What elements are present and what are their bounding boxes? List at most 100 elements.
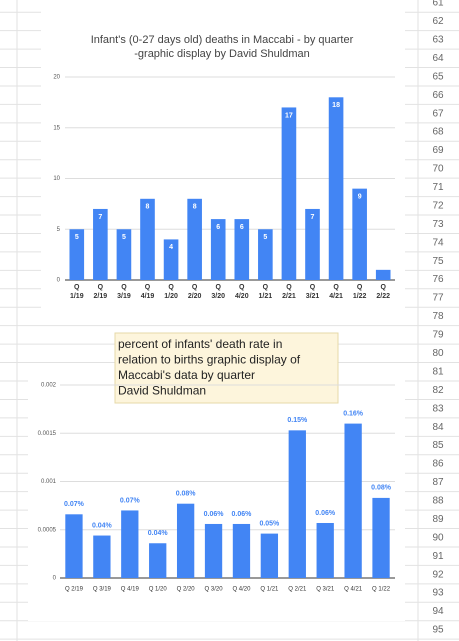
- x-tick-label: Q 2/19: [94, 284, 108, 300]
- x-tick-label: Q 3/20: [205, 587, 224, 593]
- x-tick-label: Q 4/19: [141, 284, 155, 300]
- row-number: 62: [432, 16, 444, 27]
- y-tick-label: 0.002: [41, 383, 57, 389]
- bar: [281, 107, 297, 280]
- x-tick-label: Q 2/19: [65, 587, 84, 593]
- bar: [149, 543, 167, 578]
- data-label: 6: [216, 224, 220, 231]
- data-label: 18: [332, 102, 340, 109]
- data-label: 9: [358, 193, 362, 200]
- data-label: 0.06%: [204, 511, 225, 518]
- data-label: 0.15%: [287, 417, 308, 424]
- x-tick-label: Q 1/21: [260, 587, 279, 593]
- bar: [372, 497, 390, 578]
- x-tick-label: Q 2/20: [188, 284, 202, 300]
- data-label: 5: [75, 234, 79, 241]
- y-tick-label: 0.001: [41, 479, 57, 485]
- chart-title: Infant's (0-27 days old) deaths in Macca…: [91, 34, 354, 60]
- bar: [232, 523, 251, 578]
- x-tick-label: Q 4/21: [329, 284, 343, 300]
- y-tick-label: 15: [53, 125, 60, 131]
- row-number: 65: [432, 71, 444, 82]
- row-number: 84: [432, 422, 444, 433]
- data-label: 7: [311, 214, 315, 221]
- data-label: 8: [146, 204, 150, 211]
- bar: [234, 219, 250, 280]
- row-number: 63: [432, 35, 444, 46]
- bar: [187, 198, 202, 280]
- data-label: 8: [193, 204, 197, 211]
- row-number: 91: [432, 551, 444, 562]
- data-label: 0.07%: [64, 501, 85, 508]
- row-number: 95: [432, 625, 444, 636]
- data-label: 6: [240, 224, 244, 231]
- row-number: 80: [432, 348, 444, 359]
- row-number: 61: [432, 0, 444, 9]
- x-tick-label: Q 3/20: [211, 284, 225, 300]
- bar: [210, 219, 226, 280]
- note-text: percent of infants' death rate in: [118, 337, 282, 351]
- row-number: 85: [432, 440, 444, 451]
- note-text: Maccabi's data by quarter: [118, 368, 255, 382]
- row-number: 74: [432, 237, 444, 248]
- y-tick-label: 20: [53, 75, 60, 81]
- y-tick-label: 0: [57, 278, 61, 284]
- bar: [65, 514, 83, 578]
- y-tick-label: 0: [53, 576, 57, 582]
- row-number: 64: [432, 53, 444, 64]
- row-number: 76: [432, 274, 444, 285]
- row-number: 87: [432, 477, 444, 488]
- y-tick-label: 5: [57, 227, 61, 233]
- bar: [344, 423, 362, 578]
- row-number: 79: [432, 330, 444, 341]
- x-tick-label: Q 1/20: [149, 587, 168, 593]
- bar: [140, 198, 155, 280]
- row-number: 78: [432, 311, 444, 322]
- bar: [116, 229, 132, 280]
- data-label: 7: [98, 214, 102, 221]
- bar: [316, 522, 334, 578]
- row-number: 83: [432, 403, 444, 414]
- x-tick-label: Q 4/20: [235, 284, 249, 300]
- x-tick-label: Q 2/21: [282, 284, 296, 300]
- row-number: 90: [432, 532, 444, 543]
- bar: [93, 535, 111, 578]
- row-number: 94: [432, 606, 444, 617]
- x-tick-label: Q 3/21: [316, 587, 335, 593]
- data-label: 5: [263, 234, 267, 241]
- x-tick-label: Q 2/20: [177, 587, 196, 593]
- x-tick-label: Q 3/19: [117, 284, 131, 300]
- row-number: 92: [432, 569, 444, 580]
- bar: [69, 229, 85, 280]
- bar: [258, 229, 273, 280]
- x-tick-label: Q 2/21: [288, 587, 307, 593]
- x-tick-label: Q 3/19: [93, 587, 112, 593]
- bar: [93, 208, 108, 280]
- row-number: 72: [432, 200, 444, 211]
- x-tick-label: Q 3/21: [306, 284, 320, 300]
- data-label: 0.07%: [120, 497, 141, 504]
- bar: [163, 239, 179, 280]
- data-label: 0.06%: [232, 511, 253, 518]
- row-number: 77: [432, 293, 444, 304]
- bar: [375, 269, 391, 280]
- data-label: 0.06%: [315, 510, 336, 517]
- x-tick-label: Q 4/21: [344, 587, 363, 593]
- x-tick-label: Q 1/21: [259, 284, 273, 300]
- note-text: relation to births graphic display of: [118, 353, 301, 367]
- y-tick-label: 0.0015: [38, 431, 57, 437]
- row-number: 81: [432, 366, 444, 377]
- x-tick-label: Q 1/22: [353, 284, 367, 300]
- row-number: 71: [432, 182, 444, 193]
- row-number: 67: [432, 108, 444, 119]
- row-number: 88: [432, 496, 444, 507]
- x-tick-label: Q 1/20: [164, 284, 178, 300]
- row-number: 70: [432, 164, 444, 175]
- data-label: 0.05%: [259, 520, 280, 527]
- bar: [288, 430, 306, 578]
- row-number: 69: [432, 145, 444, 156]
- x-tick-label: Q 1/19: [70, 284, 84, 300]
- note-text: David Shuldman: [118, 384, 206, 398]
- row-number: 73: [432, 219, 444, 230]
